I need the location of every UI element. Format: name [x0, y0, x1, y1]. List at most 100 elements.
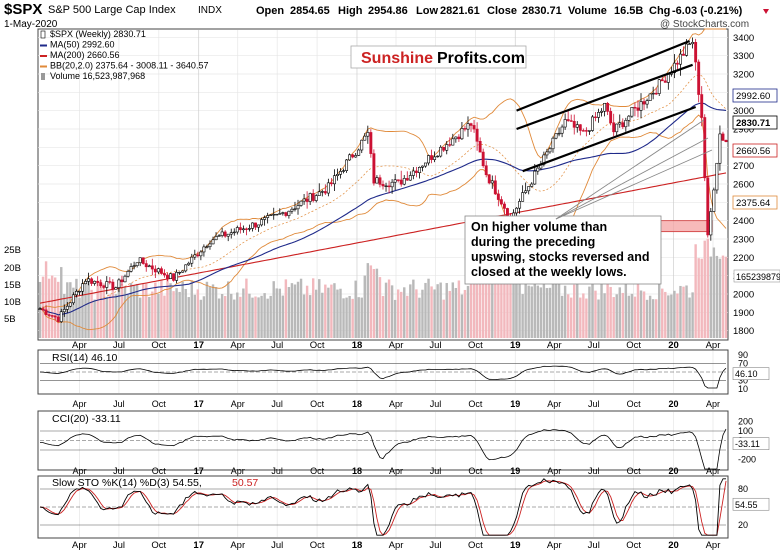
volume-tick-label: 20B [4, 263, 21, 274]
volume-bar [533, 283, 536, 338]
volume-bar [226, 281, 230, 338]
high-label: High [338, 5, 363, 17]
candle-body [390, 181, 394, 188]
candle-body [421, 165, 424, 168]
candle-body [305, 198, 309, 202]
volume-bar [475, 276, 479, 338]
volume-bar [500, 260, 503, 338]
x-tick-label-cci: 18 [352, 466, 362, 476]
candle-body [90, 278, 94, 284]
volume-bar [375, 268, 379, 338]
sto-lines [39, 478, 727, 536]
volume-bar [351, 298, 354, 338]
candle-body [68, 302, 72, 307]
high-value: 2954.86 [368, 5, 408, 17]
x-tick-label-cci: Apr [231, 466, 245, 476]
volume-bar [354, 280, 357, 338]
volume-bar [336, 289, 339, 338]
cci-tick-label: -200 [738, 455, 756, 465]
sto-tick-label: 80 [738, 484, 748, 494]
candle-body [402, 178, 406, 185]
volume-bar [166, 279, 169, 338]
x-tick-label-rsi: 17 [194, 399, 204, 409]
volume-bar [664, 291, 667, 338]
price-badge [732, 143, 778, 158]
x-tick-label-cci: Apr [72, 466, 86, 476]
volume-bar [327, 287, 330, 338]
volume-tick-label: 10B [4, 297, 21, 308]
candle-body [229, 232, 233, 235]
volume-tick-label: 15B [4, 280, 21, 291]
volume-bar [308, 295, 312, 338]
candle-body [660, 79, 664, 82]
x-tick-label: Jul [429, 340, 441, 351]
volume-bar [251, 297, 254, 338]
volume-bar [223, 296, 227, 338]
candle-body [205, 246, 209, 248]
candle-body [545, 151, 549, 156]
candle-body [609, 111, 613, 124]
candle-body [65, 305, 69, 310]
x-tick-label-rsi: Apr [231, 399, 245, 409]
candle-body [600, 110, 603, 113]
trend-channel [516, 39, 697, 173]
volume-bar [506, 277, 509, 338]
candle-body [384, 185, 388, 187]
candle-body [269, 214, 273, 216]
candle-body [372, 153, 376, 184]
rsi-lines [39, 363, 727, 389]
volume-bar [175, 288, 178, 338]
volume-bar [257, 297, 260, 338]
x-tick-label-bottom: 17 [193, 540, 204, 551]
volume-bar [566, 294, 570, 338]
x-tick-label: 18 [352, 340, 363, 351]
candle-body [62, 309, 66, 313]
volume-bar [187, 297, 190, 338]
volume-bar [439, 282, 442, 338]
candle-body [521, 192, 525, 202]
candle-body [190, 256, 194, 264]
volume-bar [211, 284, 215, 338]
volume-bar [120, 284, 124, 338]
volume-bar [515, 273, 518, 338]
volume-bar [47, 278, 51, 338]
candle-body [454, 136, 458, 140]
candle-body [478, 141, 482, 153]
volume-bar [345, 297, 348, 338]
candle-body [332, 175, 336, 185]
volume-bar [557, 278, 561, 338]
volume-bar [284, 279, 288, 338]
volume-bar [363, 275, 366, 338]
volume-bar [685, 285, 688, 338]
x-tick-label: Oct [468, 340, 483, 351]
price-tick-label: 3400 [733, 33, 754, 44]
volume-bar [311, 278, 315, 338]
annotation-box: On higher volume than during the precedi… [464, 215, 662, 285]
volume-bar [105, 296, 108, 338]
bb-mid-line [39, 74, 727, 316]
volume-bar [536, 285, 540, 338]
volume-bar [102, 283, 105, 338]
candle-body [87, 278, 91, 282]
candle-body [105, 281, 109, 288]
volume-bar [573, 284, 576, 338]
volume-bar [527, 285, 530, 338]
volume-bar [700, 258, 703, 338]
candles [38, 37, 728, 323]
x-tick-label: Oct [151, 340, 166, 351]
candle-body [369, 132, 373, 154]
candle-body [630, 107, 634, 117]
ohlc-summary: Open 2854.65 High 2954.86 Low 2821.61 Cl… [256, 5, 743, 17]
price-badge-text: 2830.71 [736, 118, 771, 129]
volume-bar [494, 262, 497, 338]
candle-body [590, 116, 594, 131]
candle-body [530, 183, 534, 187]
x-tick-label-rsi: Apr [547, 399, 561, 409]
candle-body [527, 186, 531, 192]
volume-bar [469, 282, 473, 338]
x-tick-label: Jul [113, 340, 125, 351]
volume-bar [172, 291, 175, 338]
x-tick-label-bottom: 18 [352, 540, 363, 551]
volume-bar [676, 293, 679, 338]
volume-bar [275, 288, 278, 338]
